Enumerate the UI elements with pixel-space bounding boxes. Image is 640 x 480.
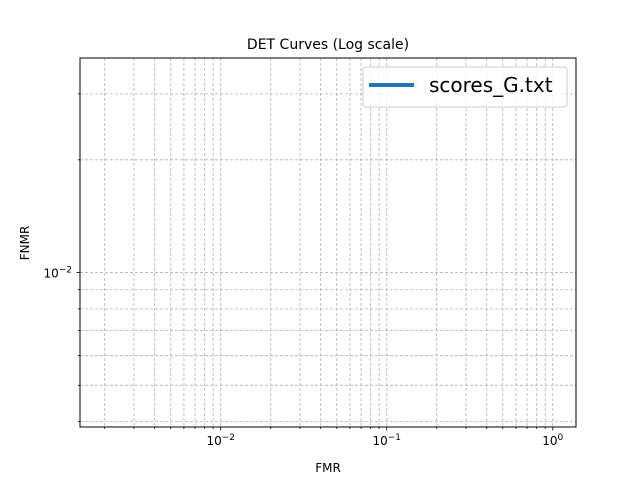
x-tick-label: 100: [542, 433, 563, 448]
y-axis-label: FNMR: [18, 226, 32, 261]
x-axis-label: FMR: [315, 461, 341, 475]
x-tick-labels: 10−2 10−1 100: [206, 433, 563, 448]
chart-title: DET Curves (Log scale): [247, 37, 409, 53]
x-tick-label: 10−2: [206, 433, 235, 448]
plot-frame: [79, 57, 577, 428]
legend-box: [362, 66, 568, 108]
y-tick-label: 10−2: [43, 266, 72, 281]
grid-lines: [80, 58, 576, 427]
y-tick-labels: 10−2: [43, 266, 72, 281]
axis-ticks: [76, 93, 554, 431]
legend-label: scores_G.txt: [429, 73, 553, 97]
x-tick-label: 10−1: [372, 433, 401, 448]
legend: scores_G.txt: [362, 66, 568, 108]
